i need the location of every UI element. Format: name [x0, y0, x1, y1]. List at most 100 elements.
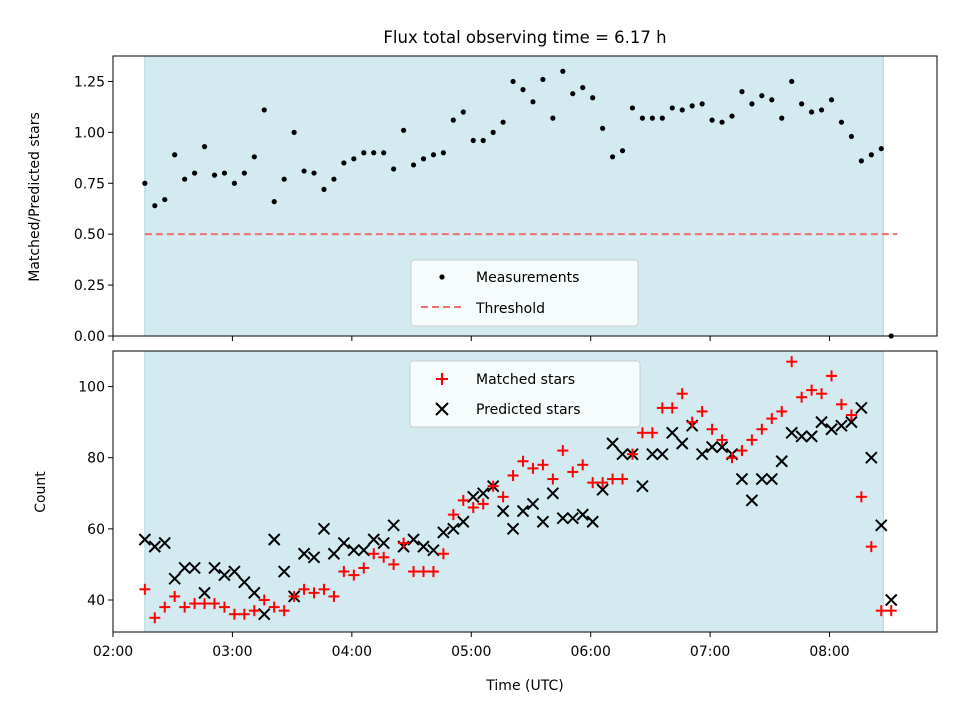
y-tick-label: 60	[87, 522, 105, 538]
matched-star-marker	[587, 477, 599, 489]
measurement-point	[590, 95, 596, 101]
matched-star-marker	[517, 455, 529, 467]
predicted-star-marker	[845, 415, 858, 429]
measurement-point	[619, 148, 626, 154]
matched-star-marker	[258, 594, 270, 606]
measurement-point	[142, 180, 148, 186]
measurement-point	[848, 133, 855, 140]
x-tick-label: 08:00	[809, 644, 849, 660]
measurement-point	[201, 144, 208, 150]
matched-star-marker	[835, 398, 847, 410]
matched-star-marker	[159, 601, 171, 613]
matched-star-markers	[139, 356, 897, 624]
measurement-point	[410, 162, 417, 168]
predicted-star-marker	[307, 551, 321, 564]
top-legend-frame	[410, 259, 639, 327]
measurement-point	[281, 176, 287, 182]
predicted-star-marker	[317, 522, 331, 536]
predicted-star-marker	[178, 561, 191, 575]
predicted-star-marker	[427, 543, 440, 557]
top-legend: Measurements Threshold	[410, 259, 639, 327]
predicted-star-marker	[297, 547, 311, 560]
measurement-point	[261, 107, 267, 113]
bottom-y-label: Count	[33, 471, 49, 513]
bottom-x-axis: 02:00 03:00 04:00 05:00 06:00 07:00 08:00	[93, 632, 850, 660]
predicted-star-marker	[546, 487, 560, 500]
measurement-point	[649, 115, 655, 121]
matched-star-marker	[626, 448, 638, 460]
matched-star-marker	[726, 452, 738, 464]
predicted-star-marker	[705, 440, 719, 454]
matched-star-marker	[845, 409, 857, 421]
matched-star-marker	[527, 462, 539, 474]
predicted-star-marker	[377, 536, 390, 550]
bottom-y-axis: 40 60 80 100	[78, 380, 113, 609]
measurement-point	[430, 152, 437, 158]
predicted-star-marker	[536, 515, 550, 528]
matched-star-marker	[238, 608, 250, 620]
predicted-star-marker	[506, 522, 520, 536]
predicted-star-marker	[785, 426, 798, 440]
measurement-point	[709, 117, 715, 123]
top-x-ticks	[112, 336, 831, 341]
measurement-point	[540, 76, 546, 83]
matched-star-marker	[189, 598, 201, 610]
predicted-star-marker	[596, 483, 609, 496]
measurement-point	[381, 150, 387, 156]
matched-star-marker	[557, 445, 569, 457]
matched-star-marker	[537, 459, 549, 471]
measurement-point	[609, 154, 616, 160]
matched-star-marker	[388, 558, 400, 570]
x-tick-label: 06:00	[571, 644, 611, 660]
measurement-point	[211, 172, 218, 178]
matched-star-marker	[278, 605, 290, 617]
measurement-point	[659, 115, 665, 121]
measurement-point	[182, 176, 188, 182]
measurement-point	[490, 129, 496, 135]
predicted-star-marker	[447, 522, 460, 536]
y-tick-label: 0.25	[74, 278, 105, 294]
measurement-point	[799, 101, 805, 107]
matched-star-marker	[696, 405, 708, 417]
matched-star-marker	[806, 384, 818, 396]
measurement-point	[351, 156, 357, 162]
matched-star-marker	[796, 391, 808, 403]
measurement-point	[689, 103, 695, 109]
measurement-point	[739, 89, 745, 95]
matched-star-marker	[497, 491, 509, 503]
predicted-star-marker	[457, 515, 470, 528]
measurement-point	[172, 152, 178, 158]
predicted-star-marker	[228, 565, 241, 578]
predicted-star-marker	[357, 543, 370, 557]
bottom-x-label: Time (UTC)	[485, 678, 563, 694]
measurement-point	[789, 78, 795, 85]
predicted-star-marker	[815, 415, 828, 429]
matched-star-marker	[547, 473, 559, 485]
predicted-star-marker	[476, 487, 490, 500]
legend-matched-marker	[436, 373, 448, 385]
predicted-star-marker	[616, 447, 629, 461]
predicted-star-marker	[676, 437, 689, 450]
matched-star-marker	[378, 551, 390, 563]
measurement-point	[560, 68, 566, 74]
predicted-star-marker	[168, 572, 181, 585]
predicted-star-marker	[835, 419, 848, 432]
measurement-point	[679, 107, 685, 113]
predicted-star-marker	[566, 511, 579, 525]
predicted-star-marker	[417, 540, 430, 553]
matched-star-marker	[756, 423, 768, 435]
predicted-star-marker	[188, 561, 201, 575]
measurement-point	[271, 199, 277, 205]
predicted-star-marker	[208, 561, 221, 575]
predicted-star-marker	[825, 423, 838, 436]
measurement-points	[142, 68, 894, 339]
legend-predicted-label: Predicted stars	[476, 402, 581, 418]
matched-star-marker	[209, 598, 221, 610]
measurement-point	[779, 115, 785, 121]
matched-star-marker	[746, 434, 758, 446]
y-tick-label: 1.00	[74, 125, 105, 141]
legend-matched-label: Matched stars	[476, 372, 575, 388]
predicted-star-marker	[775, 455, 788, 468]
top-y-label: Matched/Predicted stars	[27, 112, 43, 282]
y-tick-label: 0.00	[74, 329, 105, 345]
